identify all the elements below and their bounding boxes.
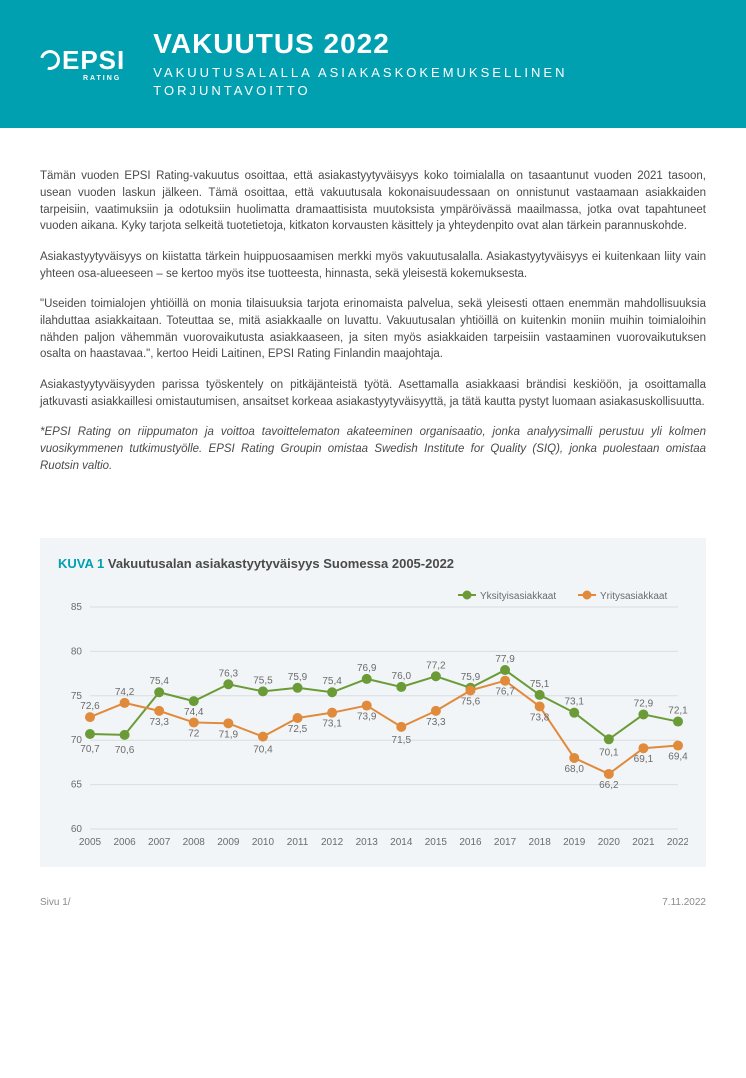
svg-text:70,1: 70,1 [599, 748, 619, 759]
svg-text:75,9: 75,9 [288, 672, 308, 683]
svg-text:75,4: 75,4 [149, 677, 169, 688]
svg-text:2019: 2019 [563, 837, 586, 848]
svg-text:73,1: 73,1 [322, 719, 342, 730]
header-text: VAKUUTUS 2022 VAKUUTUSALALLA ASIAKASKOKE… [153, 28, 706, 100]
svg-text:2007: 2007 [148, 837, 171, 848]
svg-text:2017: 2017 [494, 837, 517, 848]
svg-text:71,5: 71,5 [392, 735, 412, 746]
svg-text:72,1: 72,1 [668, 706, 688, 717]
svg-text:Yksityisasiakkaat: Yksityisasiakkaat [480, 591, 556, 602]
svg-text:77,2: 77,2 [426, 661, 446, 672]
svg-text:76,0: 76,0 [392, 671, 412, 682]
svg-text:68,0: 68,0 [565, 764, 585, 775]
svg-text:70,6: 70,6 [115, 745, 135, 756]
svg-text:72,6: 72,6 [80, 702, 100, 713]
svg-text:76,9: 76,9 [357, 663, 377, 674]
svg-text:76,7: 76,7 [495, 687, 515, 698]
svg-text:2010: 2010 [252, 837, 275, 848]
svg-text:74,4: 74,4 [184, 708, 204, 719]
svg-text:2022: 2022 [667, 837, 688, 848]
svg-text:2013: 2013 [356, 837, 379, 848]
paragraph-2: Asiakastyytyväisyys on kiistatta tärkein… [40, 249, 706, 282]
svg-text:80: 80 [71, 647, 83, 658]
paragraph-3: "Useiden toimialojen yhtiöillä on monia … [40, 296, 706, 363]
svg-text:69,4: 69,4 [668, 752, 688, 763]
paragraph-1: Tämän vuoden EPSI Rating-vakuutus osoitt… [40, 168, 706, 235]
svg-text:72,5: 72,5 [288, 724, 308, 735]
chart-title-text: Vakuutusalan asiakastyytyväisyys Suomess… [108, 556, 454, 571]
svg-text:60: 60 [71, 824, 83, 835]
paragraph-4: Asiakastyytyväisyyden parissa työskentel… [40, 377, 706, 410]
svg-text:72,9: 72,9 [634, 699, 654, 710]
svg-text:2008: 2008 [183, 837, 206, 848]
svg-text:75,1: 75,1 [530, 679, 550, 690]
svg-text:75,9: 75,9 [461, 672, 481, 683]
svg-text:2006: 2006 [113, 837, 136, 848]
logo-main: EPSI [40, 47, 125, 73]
logo-ring-icon [36, 46, 63, 73]
svg-text:2012: 2012 [321, 837, 344, 848]
svg-text:76,3: 76,3 [219, 669, 239, 680]
chart-title-prefix: KUVA 1 [58, 556, 104, 571]
svg-text:73,3: 73,3 [426, 717, 446, 728]
svg-text:2011: 2011 [287, 837, 309, 848]
svg-text:2021: 2021 [632, 837, 655, 848]
svg-text:73,3: 73,3 [149, 717, 169, 728]
svg-text:2015: 2015 [425, 837, 448, 848]
page-subtitle: VAKUUTUSALALLA ASIAKASKOKEMUKSELLINEN TO… [153, 64, 706, 100]
svg-text:72: 72 [188, 729, 200, 740]
page-footer: Sivu 1/ 7.11.2022 [0, 887, 746, 928]
svg-text:70,4: 70,4 [253, 745, 273, 756]
svg-text:66,2: 66,2 [599, 780, 619, 791]
page-title: VAKUUTUS 2022 [153, 28, 706, 60]
page-header: EPSI RATING VAKUUTUS 2022 VAKUUTUSALALLA… [0, 0, 746, 128]
line-chart: 6065707580852005200620072008200920102011… [58, 583, 688, 853]
svg-text:75,5: 75,5 [253, 676, 273, 687]
svg-text:77,9: 77,9 [495, 655, 515, 666]
svg-text:75,6: 75,6 [461, 697, 481, 708]
footer-page: Sivu 1/ [40, 897, 71, 908]
content-body: Tämän vuoden EPSI Rating-vakuutus osoitt… [0, 128, 746, 508]
svg-text:70,7: 70,7 [80, 744, 100, 755]
chart-container: KUVA 1 Vakuutusalan asiakastyytyväisyys … [40, 538, 706, 867]
svg-text:2009: 2009 [217, 837, 240, 848]
svg-text:73,1: 73,1 [565, 697, 585, 708]
svg-text:2020: 2020 [598, 837, 621, 848]
chart-title: KUVA 1 Vakuutusalan asiakastyytyväisyys … [58, 556, 688, 571]
svg-text:65: 65 [71, 780, 83, 791]
svg-text:2018: 2018 [529, 837, 552, 848]
svg-text:85: 85 [71, 602, 83, 613]
svg-text:69,1: 69,1 [634, 755, 654, 766]
svg-text:2005: 2005 [79, 837, 102, 848]
svg-text:2014: 2014 [390, 837, 413, 848]
logo-text: EPSI [62, 47, 125, 73]
svg-text:73,9: 73,9 [357, 712, 377, 723]
logo-sub: RATING [83, 75, 121, 82]
epsi-logo: EPSI RATING [40, 47, 125, 82]
svg-text:75,4: 75,4 [322, 677, 342, 688]
svg-text:Yritysasiakkaat: Yritysasiakkaat [600, 591, 667, 602]
svg-text:74,2: 74,2 [115, 687, 135, 698]
paragraph-5: *EPSI Rating on riippumaton ja voittoa t… [40, 424, 706, 474]
svg-text:71,9: 71,9 [219, 730, 239, 741]
footer-date: 7.11.2022 [662, 897, 706, 908]
svg-text:2016: 2016 [459, 837, 482, 848]
svg-text:73,8: 73,8 [530, 713, 550, 724]
